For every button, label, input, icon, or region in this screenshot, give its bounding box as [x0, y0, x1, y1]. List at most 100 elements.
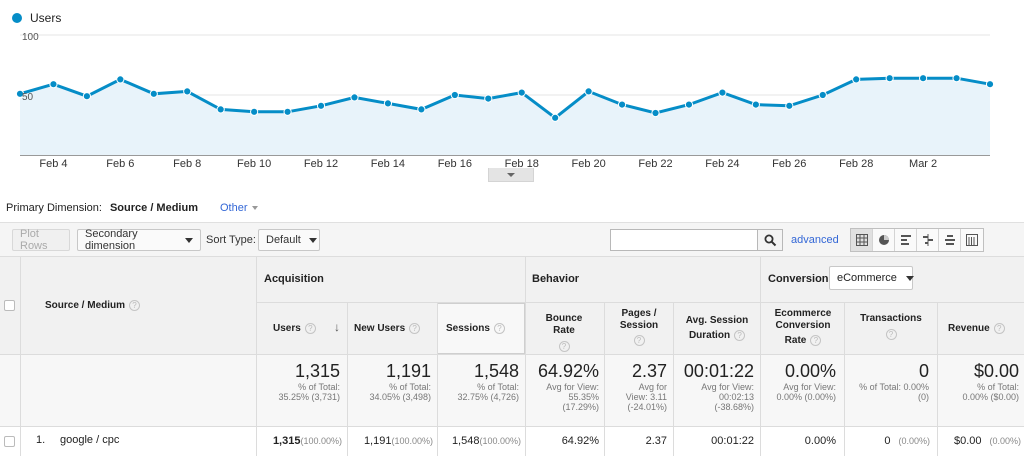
x-tick-label: Feb 26: [772, 158, 806, 170]
new-users-column-header[interactable]: New Users?: [354, 323, 421, 335]
primary-dimension-label: Primary Dimension:: [6, 202, 102, 214]
revenue-column-header[interactable]: Revenue?: [948, 323, 1005, 335]
data-point: [584, 87, 593, 96]
primary-dimension-other[interactable]: Other: [220, 202, 258, 214]
term-cloud-view-icon: [944, 235, 955, 245]
y-tick-label: 50: [22, 92, 34, 103]
transactions-total: 0 % of Total: 0.00% (0): [846, 361, 929, 402]
help-icon[interactable]: ?: [993, 323, 1005, 334]
pivot-view-icon: [966, 234, 978, 246]
help-icon[interactable]: ?: [633, 335, 645, 346]
help-icon[interactable]: ?: [409, 323, 421, 334]
x-tick-label: Feb 8: [173, 158, 201, 170]
legend-label: Users: [30, 11, 62, 25]
pages-session-header-line2: Session: [619, 320, 659, 331]
help-icon[interactable]: ?: [885, 329, 897, 340]
search-button[interactable]: [757, 229, 783, 251]
data-point: [149, 89, 158, 98]
row-revenue: $0.00 (0.00%): [939, 435, 1021, 447]
avg-session-duration-column-header[interactable]: Avg. Session Duration?: [682, 315, 752, 342]
table-search-input[interactable]: [610, 229, 758, 251]
transactions-total-sub2: (0): [918, 392, 929, 402]
sessions-total: 1,548 % of Total: 32.75% (4,726): [439, 361, 519, 402]
divider: [673, 302, 674, 456]
help-icon[interactable]: ?: [129, 300, 141, 311]
help-icon[interactable]: ?: [810, 335, 822, 346]
new-users-total-value: 1,191: [385, 361, 431, 381]
table-row[interactable]: 1. google / cpc 1,315(100.00%) 1,191(100…: [0, 427, 1024, 456]
help-icon[interactable]: ?: [734, 330, 746, 341]
ecom-rate-total-sub1: Avg for View:: [783, 382, 836, 392]
data-point: [316, 101, 326, 110]
help-icon[interactable]: ?: [493, 323, 505, 334]
conversions-type-value: eCommerce: [837, 272, 897, 284]
data-point: [484, 94, 493, 103]
ecom-rate-total-value: 0.00%: [784, 361, 836, 381]
transactions-column-header[interactable]: Transactions ?: [852, 313, 930, 341]
bounce-rate-column-header[interactable]: Bounce Rate ?: [535, 313, 593, 353]
pages-session-total: 2.37 Avg for View: 3.11 (-24.01%): [606, 361, 667, 412]
bounce-rate-total-sub1: Avg for View:: [546, 382, 599, 392]
secondary-dimension-label: Secondary dimension: [85, 228, 138, 252]
data-point: [450, 90, 459, 100]
plot-rows-button[interactable]: Plot Rows: [12, 228, 70, 252]
ecommerce-conversion-rate-column-header[interactable]: Ecommerce Conversion Rate?: [768, 308, 838, 347]
divider: [256, 257, 257, 456]
select-all-checkbox[interactable]: [4, 300, 15, 311]
row-source-medium-link[interactable]: google / cpc: [60, 434, 120, 446]
sessions-column-header[interactable]: Sessions?: [446, 323, 505, 335]
chart-x-ticks: Feb 4 Feb 6 Feb 8 Feb 10 Feb 12 Feb 14 Feb 16 F…: [39, 158, 937, 170]
data-point: [952, 74, 961, 83]
data-point: [82, 92, 91, 101]
x-tick-label: Feb 4: [39, 158, 67, 170]
legend-swatch: [12, 13, 22, 23]
conversions-type-dropdown[interactable]: eCommerce: [829, 266, 914, 290]
primary-dimension-bar: Primary Dimension: Source / Medium Other: [6, 202, 258, 214]
help-icon[interactable]: ?: [304, 323, 316, 334]
pie-view-button[interactable]: [873, 229, 895, 251]
divider: [437, 302, 438, 456]
data-point: [985, 80, 995, 89]
ecom-rate-total: 0.00% Avg for View: 0.00% (0.00%): [762, 361, 836, 402]
sort-descending-icon[interactable]: ↓: [334, 320, 340, 334]
pages-session-column-header[interactable]: Pages / Session ?: [612, 308, 666, 347]
sessions-total-value: 1,548: [473, 361, 519, 381]
performance-view-button[interactable]: [895, 229, 917, 251]
sessions-total-sub2: 32.75% (4,726): [457, 392, 519, 402]
row-avg-duration: 00:01:22: [711, 435, 754, 447]
users-total-sub2: 35.25% (3,731): [278, 392, 340, 402]
x-tick-label: Feb 10: [237, 158, 271, 170]
new-users-total: 1,191 % of Total: 34.05% (3,498): [349, 361, 431, 402]
dimension-header-label: Source / Medium: [45, 300, 126, 312]
users-total-sub1: % of Total:: [298, 382, 340, 392]
row-checkbox[interactable]: [4, 436, 15, 447]
primary-dimension-current[interactable]: Source / Medium: [109, 202, 198, 214]
advanced-filter-link[interactable]: advanced: [791, 234, 839, 246]
secondary-dimension-dropdown[interactable]: Secondary dimension: [77, 228, 201, 252]
divider: [0, 354, 1024, 355]
data-point: [283, 107, 292, 116]
dimension-header[interactable]: Source / Medium?: [45, 300, 141, 312]
comparison-view-button[interactable]: [917, 229, 939, 251]
help-icon[interactable]: ?: [558, 341, 570, 352]
users-header-label: Users: [273, 323, 301, 335]
row-users-value: 1,315: [272, 435, 301, 447]
table-view-button[interactable]: [851, 229, 873, 251]
divider: [604, 302, 605, 456]
users-column-header[interactable]: Users?: [273, 323, 316, 335]
avg-duration-header-line2: Duration: [688, 330, 731, 342]
data-point: [49, 80, 58, 89]
ecom-header-line1: Ecommerce: [774, 308, 832, 319]
plot-rows-label: Plot Rows: [20, 228, 48, 252]
term-cloud-view-button[interactable]: [939, 229, 961, 251]
sort-type-label: Sort Type:: [206, 234, 256, 246]
pages-session-total-sub2: View: 3.11: [625, 392, 667, 402]
chart-collapse-toggle[interactable]: [488, 168, 534, 182]
data-point: [216, 105, 225, 114]
bounce-rate-total-sub3: (17.29%): [562, 402, 599, 412]
row-transactions-pct: (0.00%): [898, 436, 930, 446]
pivot-view-button[interactable]: [961, 229, 983, 251]
chevron-down-icon: [507, 172, 515, 177]
sort-type-dropdown[interactable]: Default: [258, 229, 320, 251]
